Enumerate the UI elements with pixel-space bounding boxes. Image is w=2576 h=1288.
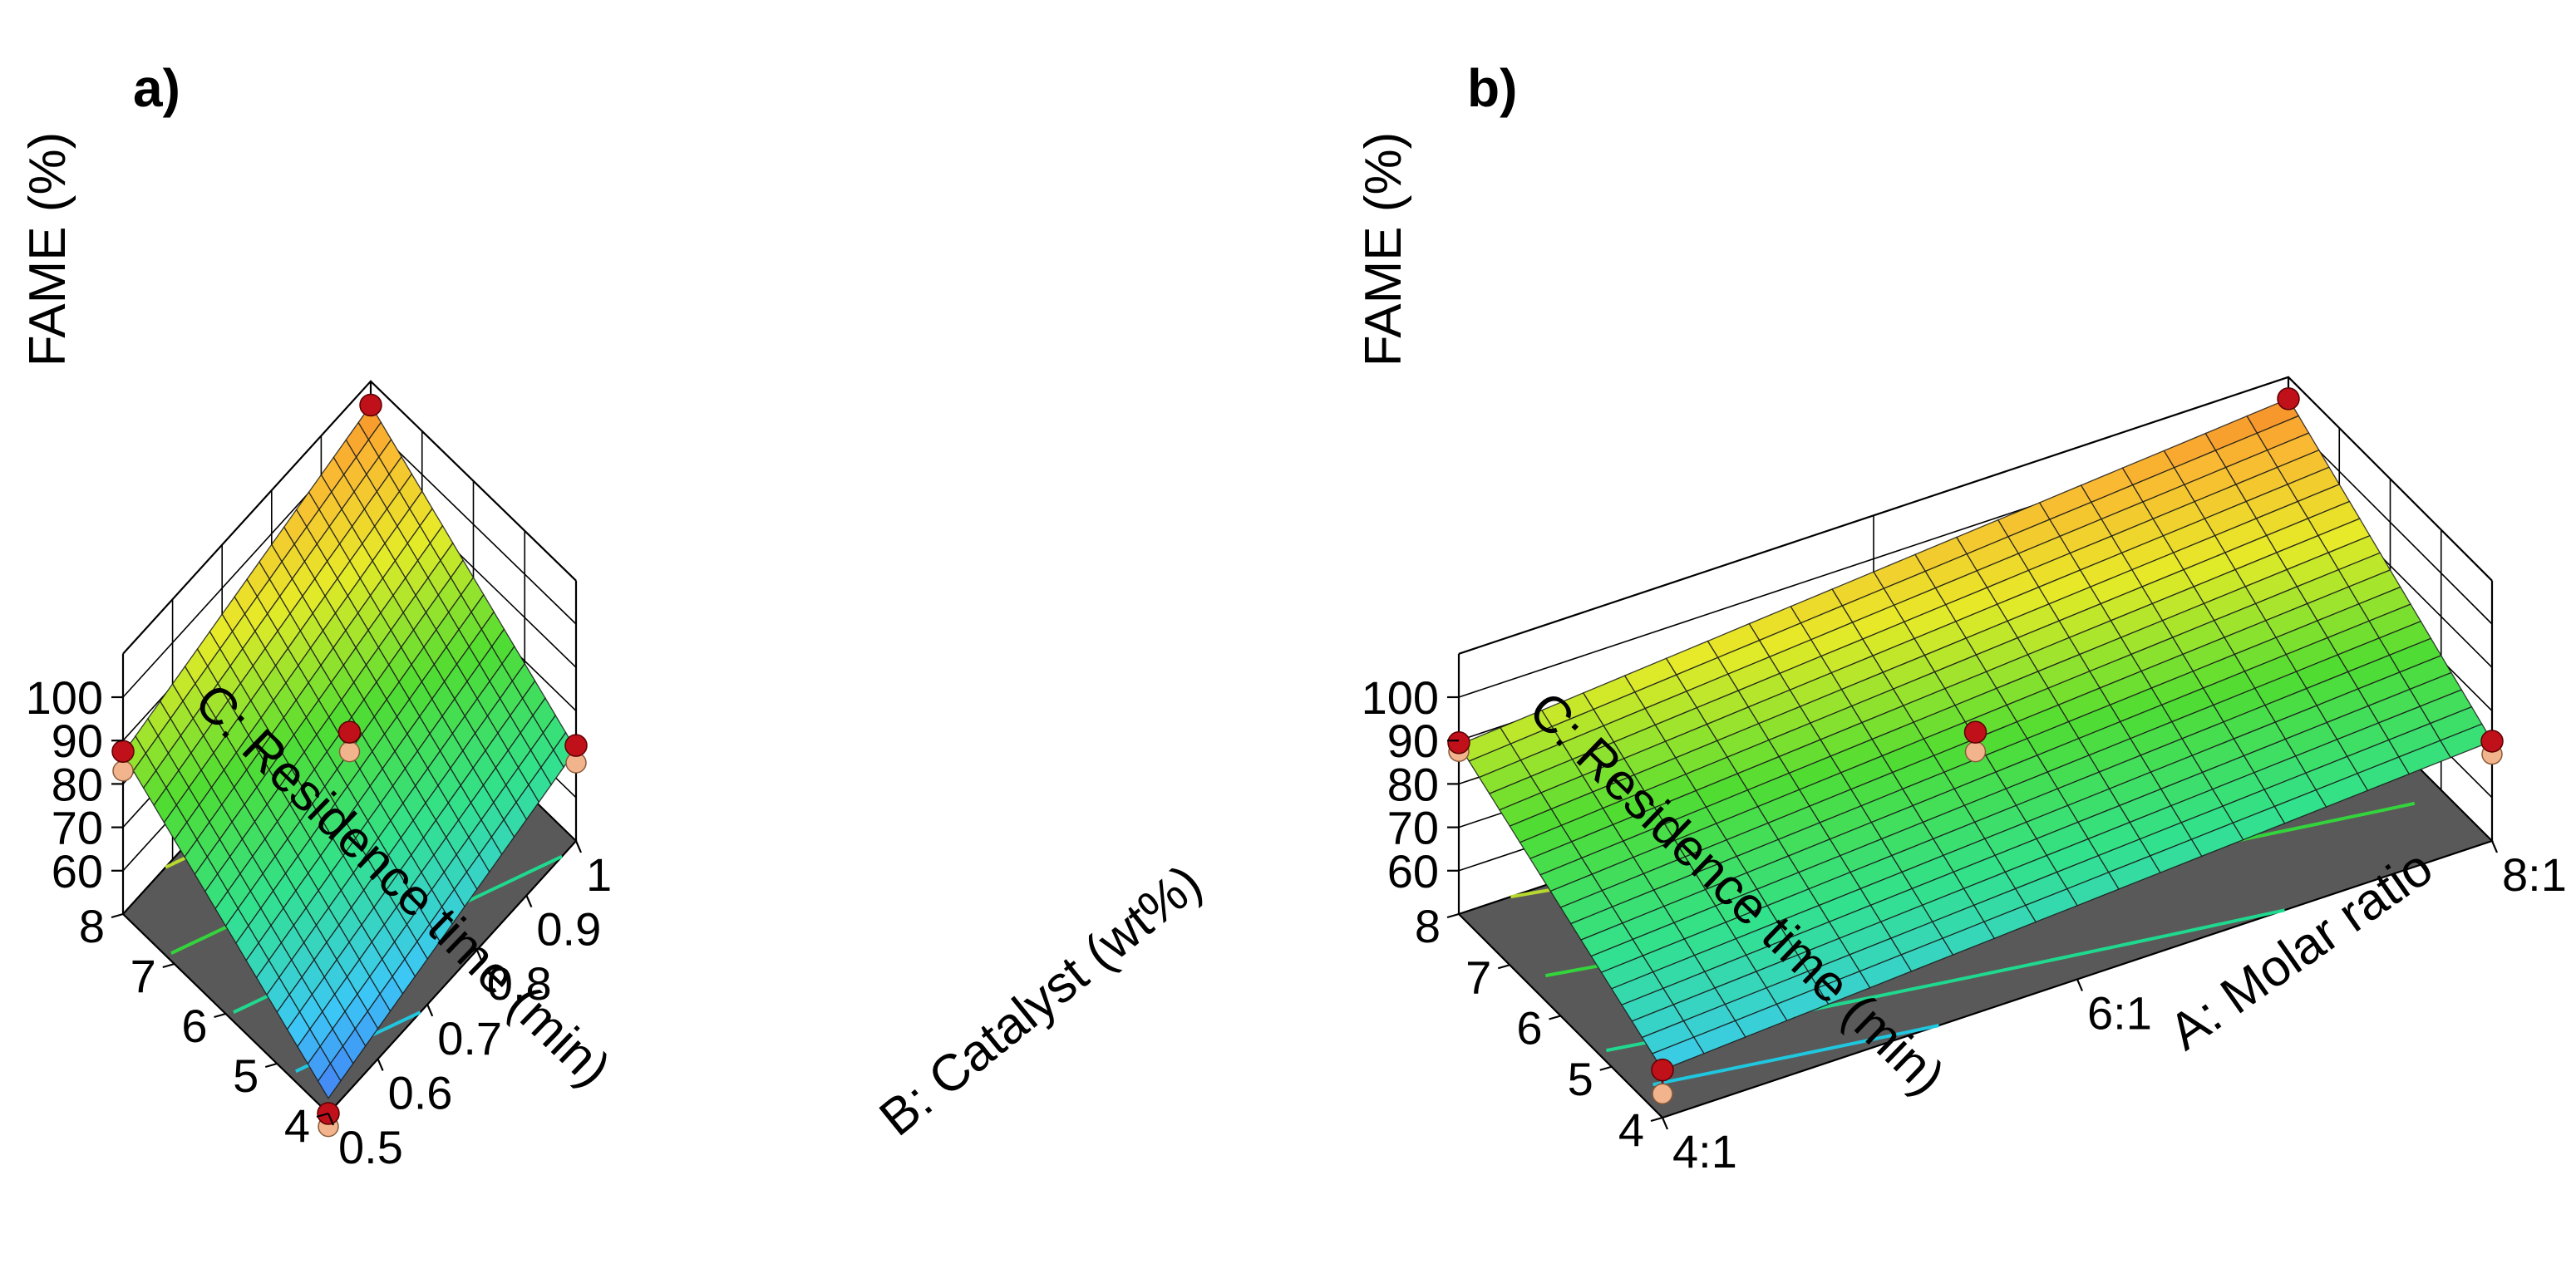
x-tick-label: 5 bbox=[233, 1050, 259, 1102]
x-tick-label: 6 bbox=[1516, 1002, 1542, 1054]
design-point-actual bbox=[2277, 387, 2300, 410]
x-tick-label: 8 bbox=[79, 900, 105, 952]
x-tick-label: 4 bbox=[284, 1099, 310, 1152]
z-tick-label: 70 bbox=[52, 802, 103, 854]
design-point-actual bbox=[1963, 720, 1987, 744]
x-tick-mark bbox=[1599, 1065, 1613, 1071]
y-tick-label: 0.9 bbox=[536, 903, 601, 956]
z-tick-label: 80 bbox=[1387, 758, 1439, 810]
x-tick-label: 6 bbox=[181, 1000, 207, 1052]
design-point-predicted bbox=[1652, 1083, 1673, 1105]
design-point-predicted bbox=[1964, 740, 1987, 763]
x-tick-mark bbox=[1549, 1015, 1561, 1020]
y-tick-mark bbox=[426, 1004, 434, 1017]
panel-b-y-ticks: 4:1 6:1 8:1 bbox=[1661, 840, 2567, 1177]
x-tick-mark bbox=[264, 1062, 278, 1069]
y-tick-mark bbox=[327, 1113, 335, 1126]
y-tick-mark bbox=[475, 949, 483, 962]
y-tick-label: 4:1 bbox=[1672, 1125, 1737, 1177]
x-tick-label: 8 bbox=[1415, 900, 1441, 952]
panel-b-z-axis-label: FAME (%) bbox=[1355, 132, 1412, 366]
y-tick-label: 0.8 bbox=[487, 957, 552, 1010]
y-tick-label: 1 bbox=[586, 848, 612, 901]
x-tick-label: 7 bbox=[131, 950, 156, 1002]
panel-b-label: b) bbox=[1467, 58, 1517, 118]
panel-b-surface bbox=[1458, 398, 2493, 1071]
z-tick-label: 60 bbox=[52, 845, 103, 897]
x-tick-mark bbox=[1497, 964, 1510, 970]
panel-a-y-ticks: 0.50.60.70.80.91 bbox=[327, 840, 612, 1173]
x-tick-label: 5 bbox=[1568, 1053, 1593, 1105]
x-tick-mark bbox=[162, 962, 175, 969]
z-tick-label: 90 bbox=[52, 715, 103, 767]
panel-b-design-points bbox=[1447, 387, 2504, 1105]
x-tick-label: 4 bbox=[1618, 1104, 1644, 1156]
x-tick-mark bbox=[1650, 1116, 1663, 1123]
y-tick-mark bbox=[525, 895, 533, 908]
design-point-actual bbox=[1651, 1058, 1674, 1082]
contour-line bbox=[1652, 1024, 1940, 1087]
panel-a-z-axis-label: FAME (%) bbox=[19, 132, 76, 366]
z-tick-label: 100 bbox=[26, 671, 103, 724]
y-tick-label: 0.7 bbox=[437, 1012, 502, 1064]
x-tick-mark bbox=[316, 1112, 329, 1118]
frame-top-edge bbox=[1458, 376, 2493, 655]
y-tick-label: 8:1 bbox=[2502, 848, 2567, 901]
design-point-actual bbox=[1447, 731, 1470, 755]
y-tick-mark bbox=[2076, 979, 2084, 991]
surface-cell bbox=[317, 1062, 342, 1099]
panel-a-label: a) bbox=[133, 58, 180, 118]
z-tick-label: 90 bbox=[1387, 715, 1439, 767]
y-tick-mark bbox=[2490, 840, 2499, 853]
x-tick-mark bbox=[214, 1012, 226, 1019]
y-tick-mark bbox=[1661, 1117, 1669, 1130]
y-tick-label: 0.5 bbox=[338, 1121, 403, 1173]
x-tick-mark bbox=[111, 912, 124, 919]
panel-a-surface bbox=[122, 404, 577, 1099]
design-point-predicted bbox=[112, 760, 134, 782]
design-point-actual bbox=[564, 734, 588, 757]
design-point-actual bbox=[2480, 730, 2504, 753]
y-tick-label: 0.6 bbox=[388, 1066, 453, 1118]
design-point-actual bbox=[359, 393, 382, 417]
x-tick-label: 7 bbox=[1465, 951, 1491, 1003]
z-tick-label: 80 bbox=[52, 758, 103, 810]
y-tick-mark bbox=[574, 840, 583, 853]
y-tick-label: 6:1 bbox=[2087, 987, 2152, 1040]
z-tick-label: 60 bbox=[1387, 845, 1439, 897]
y-tick-mark bbox=[377, 1058, 384, 1071]
design-point-predicted bbox=[338, 740, 361, 763]
frame-top-edge bbox=[122, 380, 577, 655]
z-tick-label: 100 bbox=[1362, 671, 1439, 724]
design-point-actual bbox=[111, 740, 135, 763]
x-tick-mark bbox=[1446, 912, 1460, 919]
design-point-actual bbox=[337, 720, 362, 744]
z-tick-label: 70 bbox=[1387, 802, 1439, 854]
